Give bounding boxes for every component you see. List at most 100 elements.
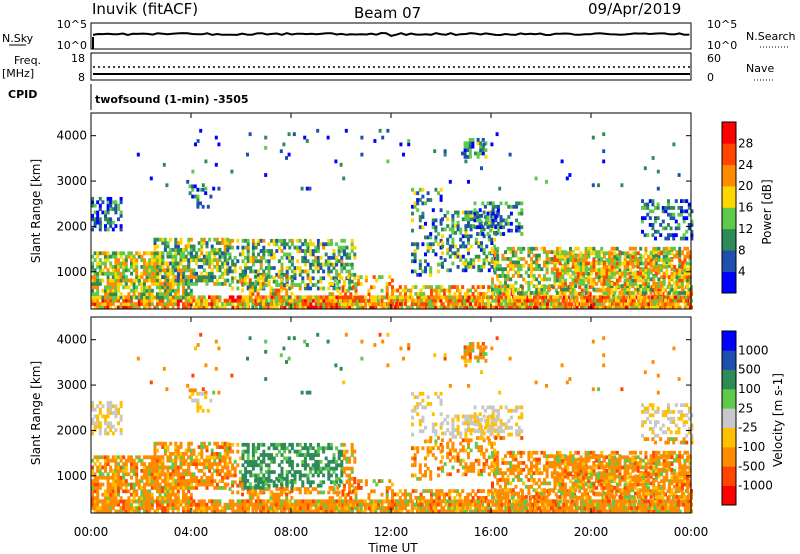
power-cell [608, 261, 612, 266]
power-cell [205, 251, 209, 256]
power-cell [625, 295, 628, 300]
power-cell [309, 298, 313, 303]
power-cell [418, 215, 422, 219]
power-cell [106, 282, 110, 286]
power-cell [680, 251, 684, 256]
power-cell [153, 295, 157, 300]
velocity-cell [364, 509, 367, 514]
power-cell [487, 251, 491, 256]
velocity-cell [109, 458, 113, 463]
velocity-cell [119, 506, 123, 510]
power-cell [205, 298, 209, 303]
power-cell [325, 305, 328, 310]
power-cell [96, 200, 100, 205]
power-cell [174, 302, 178, 306]
power-cell [350, 272, 354, 277]
power-cell [407, 139, 411, 143]
power-cell [509, 221, 513, 226]
power-cell [496, 225, 500, 230]
velocity-cell [319, 502, 323, 507]
power-cell [502, 291, 506, 296]
velocity-cell [642, 509, 646, 514]
power-cell [610, 246, 614, 251]
power-cell [290, 262, 294, 267]
power-cell [639, 274, 643, 278]
power-cell [163, 247, 167, 252]
power-cell [158, 268, 162, 273]
velocity-cell [618, 509, 622, 514]
power-cell [464, 217, 468, 222]
power-cell [319, 305, 323, 310]
power-cell [311, 249, 315, 253]
power-cell [431, 242, 435, 247]
velocity-cell [455, 502, 458, 507]
power-colorbar-swatch [722, 186, 736, 208]
power-cell [156, 282, 160, 286]
power-cell [517, 270, 520, 275]
power-cell [406, 288, 410, 293]
velocity-cell [158, 506, 162, 510]
power-cell [391, 295, 394, 300]
power-cell [522, 246, 526, 251]
power-cell [597, 271, 601, 276]
power-cell [486, 211, 490, 216]
power-cell [254, 259, 258, 264]
power-cell [524, 270, 528, 275]
power-cell [182, 275, 186, 279]
power-cell [223, 278, 227, 283]
power-cell [491, 208, 495, 213]
power-cell [628, 291, 632, 295]
power-cell [327, 269, 331, 274]
velocity-cell [356, 506, 360, 510]
power-cell [654, 216, 657, 221]
velocity-cell [135, 509, 139, 514]
power-cell [520, 232, 524, 236]
power-cell [259, 272, 263, 277]
power-cell [91, 261, 94, 266]
power-cell [515, 305, 519, 310]
power-cell [135, 261, 139, 266]
power-cell [413, 201, 417, 206]
power-cell [427, 302, 431, 306]
power-cell [677, 223, 681, 227]
power-cell [257, 295, 261, 300]
power-cell [331, 295, 335, 300]
power-cell [188, 184, 192, 189]
power-cell [403, 298, 406, 303]
power-cell [174, 254, 178, 259]
velocity-cell [200, 502, 204, 507]
power-cell [450, 302, 454, 306]
power-cell [441, 251, 444, 256]
velocity-cell [491, 499, 495, 504]
velocity-cell [223, 509, 227, 514]
power-cell [574, 263, 578, 268]
power-cell [163, 271, 167, 276]
power-cell [319, 279, 323, 284]
velocity-cell [312, 509, 315, 514]
power-cell [195, 302, 198, 306]
velocity-cell [478, 509, 482, 514]
power-cell [163, 305, 167, 310]
power-cell [348, 272, 352, 277]
power-cell [218, 295, 222, 300]
velocity-cell [195, 506, 198, 510]
velocity-cell [241, 506, 245, 510]
power-cell [589, 246, 593, 251]
power-cell [349, 299, 353, 303]
power-cell [532, 267, 536, 272]
power-cell [179, 298, 183, 303]
power-cell [660, 275, 664, 279]
power-cell [332, 262, 336, 267]
velocity-cell [114, 509, 118, 514]
power-cell [680, 287, 684, 292]
power-cell [466, 298, 470, 303]
power-cell [272, 255, 276, 260]
power-cell [654, 250, 658, 255]
power-cell [670, 267, 674, 272]
velocity-cell [192, 509, 196, 514]
power-cell [623, 274, 627, 278]
velocity-cell [577, 506, 581, 510]
power-cell [264, 145, 268, 150]
velocity-cell [374, 499, 378, 504]
power-cell [644, 287, 648, 292]
